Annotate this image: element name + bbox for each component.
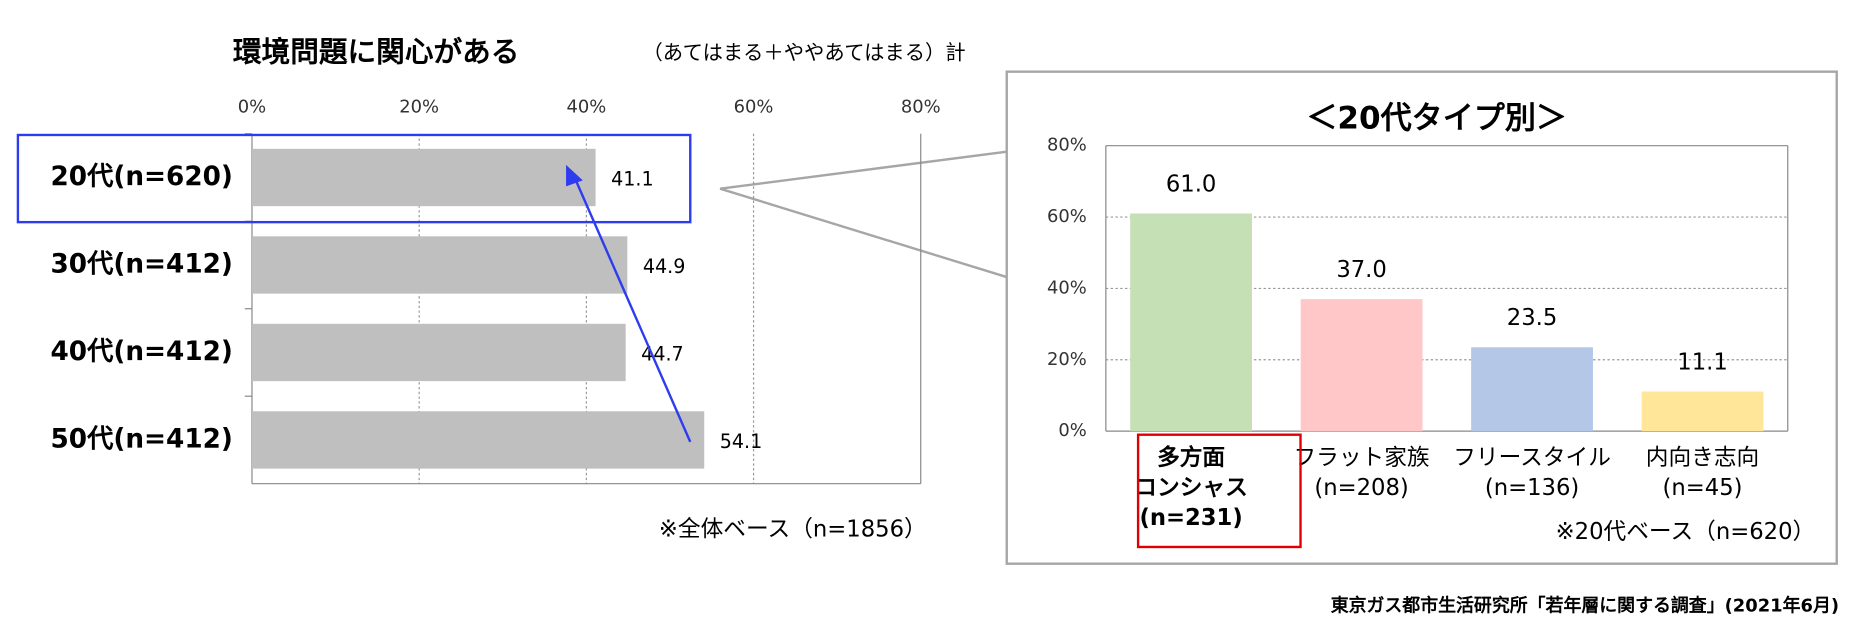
x-tick-label: フリースタイル bbox=[1453, 445, 1611, 471]
zoom-panel bbox=[1005, 70, 1838, 565]
x-tick-label: 60% bbox=[734, 96, 774, 117]
data-label: 23.5 bbox=[1507, 305, 1558, 331]
x-tick-label: (n=208) bbox=[1314, 475, 1408, 501]
x-tick-label: 20% bbox=[399, 96, 439, 117]
x-tick-label: 40% bbox=[566, 96, 606, 117]
y-tick-label: 30代(n=412) bbox=[51, 249, 233, 279]
data-label: 44.9 bbox=[643, 255, 686, 278]
x-tick-label: フラット家族 bbox=[1294, 445, 1430, 471]
x-tick-label: 0% bbox=[238, 96, 266, 117]
y-tick-label: 40代(n=412) bbox=[51, 337, 233, 367]
note: ※全体ベース（n=1856） bbox=[659, 517, 927, 543]
arrow-head bbox=[566, 164, 583, 187]
bar bbox=[1641, 391, 1764, 432]
bar bbox=[1300, 299, 1423, 432]
bar bbox=[1471, 347, 1593, 432]
bar bbox=[251, 236, 628, 294]
data-label: 11.1 bbox=[1677, 349, 1728, 375]
chart-title: 環境問題に関心がある bbox=[233, 35, 520, 69]
arrow bbox=[572, 173, 692, 443]
y-tick-label: 0% bbox=[1058, 420, 1086, 441]
data-label: 61.0 bbox=[1166, 171, 1217, 197]
chart-subtitle: （あてはまる＋ややあてはまる）計 bbox=[642, 41, 965, 65]
bar bbox=[1130, 213, 1253, 432]
data-label: 54.1 bbox=[720, 430, 763, 453]
x-tick-label: 多方面 bbox=[1157, 444, 1225, 471]
highlight-box bbox=[16, 133, 692, 224]
y-tick-label: 20代(n=620) bbox=[51, 162, 233, 192]
y-tick-label: 50代(n=412) bbox=[51, 424, 233, 454]
y-tick-label: 80% bbox=[1047, 135, 1087, 156]
source: 東京ガス都市生活研究所「若年層に関する調査」(2021年6月) bbox=[1331, 595, 1839, 617]
y-tick-label: 40% bbox=[1047, 277, 1087, 298]
highlight-box bbox=[1136, 433, 1302, 549]
note: ※20代ベース（n=620） bbox=[1556, 519, 1816, 545]
x-tick-label: (n=136) bbox=[1485, 475, 1579, 501]
data-label: 37.0 bbox=[1336, 257, 1387, 283]
data-label: 44.7 bbox=[641, 342, 684, 365]
x-tick-label: (n=45) bbox=[1663, 475, 1743, 501]
data-label: 41.1 bbox=[611, 167, 654, 190]
callout bbox=[719, 150, 1008, 279]
bar bbox=[251, 148, 596, 207]
y-tick-label: 20% bbox=[1047, 349, 1087, 370]
x-tick-label: コンシャス bbox=[1134, 475, 1247, 501]
y-tick-label: 60% bbox=[1047, 206, 1087, 227]
bar bbox=[251, 323, 626, 382]
x-tick-label: (n=231) bbox=[1139, 505, 1242, 531]
bar bbox=[251, 411, 705, 469]
x-tick-label: 内向き志向 bbox=[1646, 445, 1759, 471]
x-tick-label: 80% bbox=[901, 96, 941, 117]
chart-title: ＜20代タイプ別＞ bbox=[1306, 100, 1567, 136]
